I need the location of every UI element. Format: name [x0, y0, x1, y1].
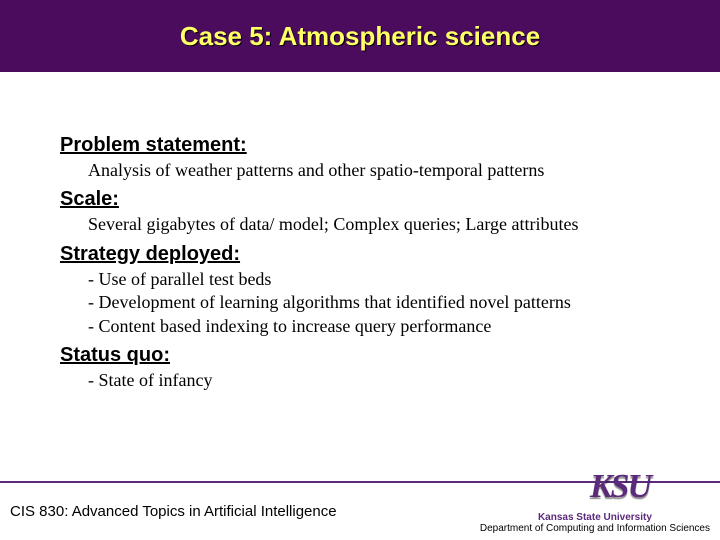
slide-title: Case 5: Atmospheric science: [180, 21, 540, 52]
section-problem: Problem statement: Analysis of weather p…: [60, 134, 660, 182]
body-problem: Analysis of weather patterns and other s…: [60, 159, 660, 182]
slide-content: Problem statement: Analysis of weather p…: [0, 72, 720, 392]
slide: Case 5: Atmospheric science Problem stat…: [0, 0, 720, 540]
heading-scale: Scale:: [60, 188, 660, 211]
ksu-logo: KSU: [590, 468, 650, 506]
department-name: Department of Computing and Information …: [480, 523, 710, 534]
title-band: Case 5: Atmospheric science: [0, 0, 720, 72]
heading-status: Status quo:: [60, 344, 660, 367]
heading-problem: Problem statement:: [60, 134, 660, 157]
body-status: - State of infancy: [60, 369, 660, 392]
footer-course: CIS 830: Advanced Topics in Artificial I…: [10, 503, 337, 520]
body-strategy: - Use of parallel test beds- Development…: [60, 268, 660, 338]
heading-strategy: Strategy deployed:: [60, 243, 660, 266]
university-name: Kansas State University: [480, 512, 710, 523]
footer-attribution: Kansas State University Department of Co…: [480, 512, 710, 534]
section-scale: Scale: Several gigabytes of data/ model;…: [60, 188, 660, 236]
section-strategy: Strategy deployed: - Use of parallel tes…: [60, 243, 660, 338]
body-scale: Several gigabytes of data/ model; Comple…: [60, 213, 660, 236]
section-status: Status quo: - State of infancy: [60, 344, 660, 392]
